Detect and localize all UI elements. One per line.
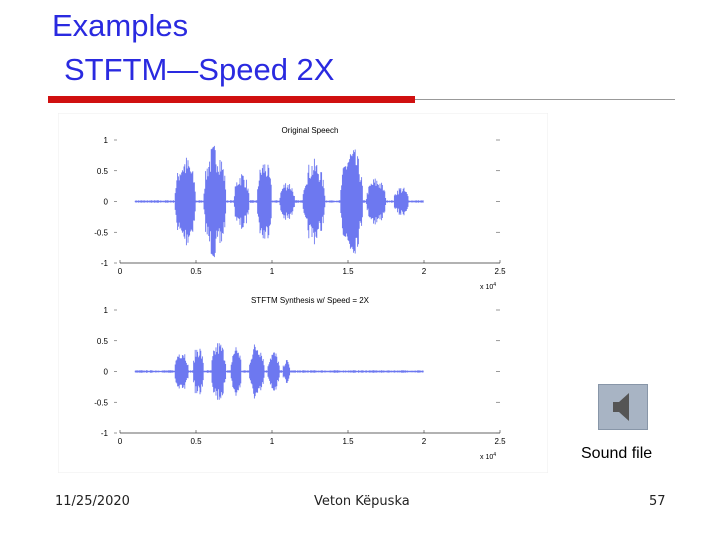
plot-title: Original Speech <box>282 126 339 135</box>
x-tick-label: 1 <box>270 267 275 276</box>
footer-author: Veton Këpuska <box>314 494 410 509</box>
x-tick-label: 2 <box>422 437 427 446</box>
y-tick-label: 0 <box>104 368 109 377</box>
x-scale-base: x 10 <box>480 284 493 291</box>
x-scale-exp: 4 <box>493 282 496 288</box>
speaker <box>613 393 629 421</box>
waveform <box>134 145 424 258</box>
x-scale-label: x 104 <box>480 452 496 461</box>
sound-icon[interactable] <box>598 384 648 430</box>
y-tick-label: -1 <box>101 259 109 268</box>
plot-title: STFTM Synthesis w/ Speed = 2X <box>251 296 370 305</box>
x-tick-label: 0.5 <box>190 437 202 446</box>
x-tick-label: 0 <box>118 267 123 276</box>
x-scale-base: x 10 <box>480 454 493 461</box>
y-tick-label: -1 <box>101 429 109 438</box>
footer-page: 57 <box>649 494 666 509</box>
title-bar <box>48 96 415 103</box>
x-tick-label: 2.5 <box>494 267 506 276</box>
y-tick-label: -0.5 <box>94 228 108 237</box>
x-tick-label: 1.5 <box>342 267 354 276</box>
y-tick-label: 1 <box>104 306 109 315</box>
slide-title: Examples <box>52 8 189 43</box>
y-tick-label: -0.5 <box>94 398 108 407</box>
title-rule <box>415 99 675 100</box>
sound-label: Sound file <box>581 445 653 462</box>
figure: Original Speech -1 -0.5 0 0.5 1 0 0.5 1 1.5 2 2.5 x … <box>58 113 548 473</box>
y-tick-label: 1 <box>104 136 109 145</box>
x-tick-label: 0.5 <box>190 267 202 276</box>
slide-title: STFTM—Speed 2X <box>64 52 335 87</box>
x-tick-label: 2 <box>422 267 427 276</box>
x-tick-label: 1 <box>270 437 275 446</box>
x-tick-label: 0 <box>118 437 123 446</box>
x-scale-label: x 104 <box>480 282 496 291</box>
y-tick-label: 0.5 <box>97 167 109 176</box>
figure-bg <box>58 113 548 473</box>
waveform <box>134 343 424 400</box>
x-tick-label: 1.5 <box>342 437 354 446</box>
x-tick-label: 2.5 <box>494 437 506 446</box>
footer-date: 11/25/2020 <box>55 494 130 509</box>
x-scale-exp: 4 <box>493 452 496 458</box>
y-tick-label: 0.5 <box>97 337 109 346</box>
y-tick-label: 0 <box>104 198 109 207</box>
